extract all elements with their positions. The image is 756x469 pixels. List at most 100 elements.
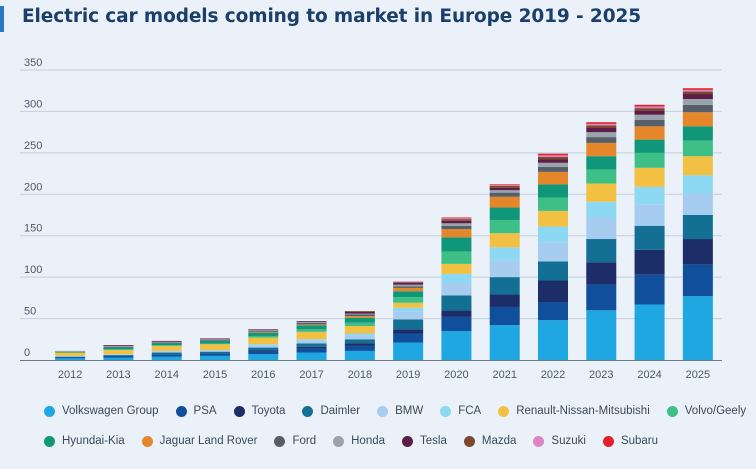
legend-label: Jaguar Land Rover [159,435,258,447]
legend-label: Daimler [320,405,361,417]
bar-segment [344,333,375,336]
bar-segment [586,125,617,128]
bar-segment [634,108,665,111]
bar-segment [200,355,230,360]
bar-segment [682,104,713,113]
bar-segment [441,316,472,331]
bar-segment [248,332,279,336]
bar-segment [489,196,520,208]
legend-swatch [302,405,314,417]
y-tick-label: 200 [24,181,42,193]
bar-segment [586,310,617,360]
bar-segment [441,237,472,252]
bar-segment [489,190,520,193]
bar-segment [586,132,617,138]
bar-segment [296,329,327,332]
bar-segment [441,273,472,283]
y-tick-label: 350 [24,57,42,69]
bar-segment [248,329,279,331]
bar-segment [441,331,472,360]
chart-title: Electric car models coming to market in … [22,6,642,27]
bar-segment [538,166,568,172]
bar-segment [393,287,424,292]
legend-swatch [377,405,389,417]
bar-segment [538,320,568,360]
bar-segment [682,94,713,99]
x-tick-label: 2025 [686,369,710,381]
bar-segment [682,126,713,141]
legend-swatch [333,435,345,447]
bar-segment [248,331,279,333]
legend-swatch [44,405,55,417]
bar-segment [248,350,279,355]
legend-item: BMW [377,405,423,417]
bar-segment [441,218,472,220]
x-tick-label: 2013 [106,369,130,381]
bar-segment [586,201,617,218]
bar-segment [634,249,665,275]
bar-segment [682,112,713,127]
legend-swatch [402,435,414,447]
legend-label: Volvo/Geely [684,405,747,417]
bar-segment [296,321,327,323]
bar-segment [489,185,520,186]
x-tick-label: 2023 [589,369,613,381]
legend-row: Volkswagen Group PSA Toyota Daimler BMW FCA Re… [44,396,747,426]
bar-segment [296,322,327,325]
x-tick-label: 2019 [396,369,420,381]
legend-item: Mazda [463,435,517,447]
x-tick-label: 2018 [348,369,372,381]
bar-segment [441,220,472,224]
bar-segment [248,347,279,351]
bar-segment [151,341,182,343]
x-tick-label: 2021 [492,369,516,381]
legend-item: FCA [440,405,481,417]
bar-segment [55,355,86,357]
bar-segment [538,302,568,321]
legend-label: Suzuki [551,435,586,447]
bar-segment [634,304,665,360]
bar-segment [151,343,182,346]
bar-segment [634,106,665,109]
bar-segment [489,219,520,234]
y-tick-label: 250 [24,140,42,152]
bar-segment [586,156,617,170]
bar-segment [634,119,665,127]
bar-segment [200,340,230,344]
bar-segment [586,284,617,311]
bar-segment [682,175,713,194]
bar-segment [103,350,134,355]
bar-segment [538,197,568,211]
bar-segment [489,207,520,220]
bar-segment [200,340,230,341]
legend-label: Hyundai-Kia [62,435,125,447]
bar-segment [538,159,568,163]
bar-segment [489,294,520,307]
legend-swatch [498,405,510,417]
bar-segment [441,219,472,221]
legend-item: Subaru [602,435,659,447]
bar-segment [538,210,568,227]
bar-segment [55,351,86,353]
y-tick-label: 150 [24,223,42,235]
bar-segment [296,352,327,360]
legend-item: PSA [175,405,217,417]
bar-segment [151,340,182,342]
bar-segment [682,193,713,215]
bar-segment [393,311,424,320]
bar-segment [103,346,134,348]
title-accent-bar [0,6,4,32]
legend-label: Mazda [481,435,517,447]
bar-segment [634,126,665,140]
legend-swatch [463,435,475,447]
bar-segment [200,350,230,352]
bar-segment [634,114,665,120]
bar-segment [682,140,713,157]
bar-segment [103,357,134,360]
legend-label: FCA [458,405,482,417]
bar-segment [296,321,327,322]
bar-segment [586,262,617,285]
bar-segment [393,297,424,303]
bar-segment [489,187,520,191]
legend-label: Subaru [620,435,659,447]
